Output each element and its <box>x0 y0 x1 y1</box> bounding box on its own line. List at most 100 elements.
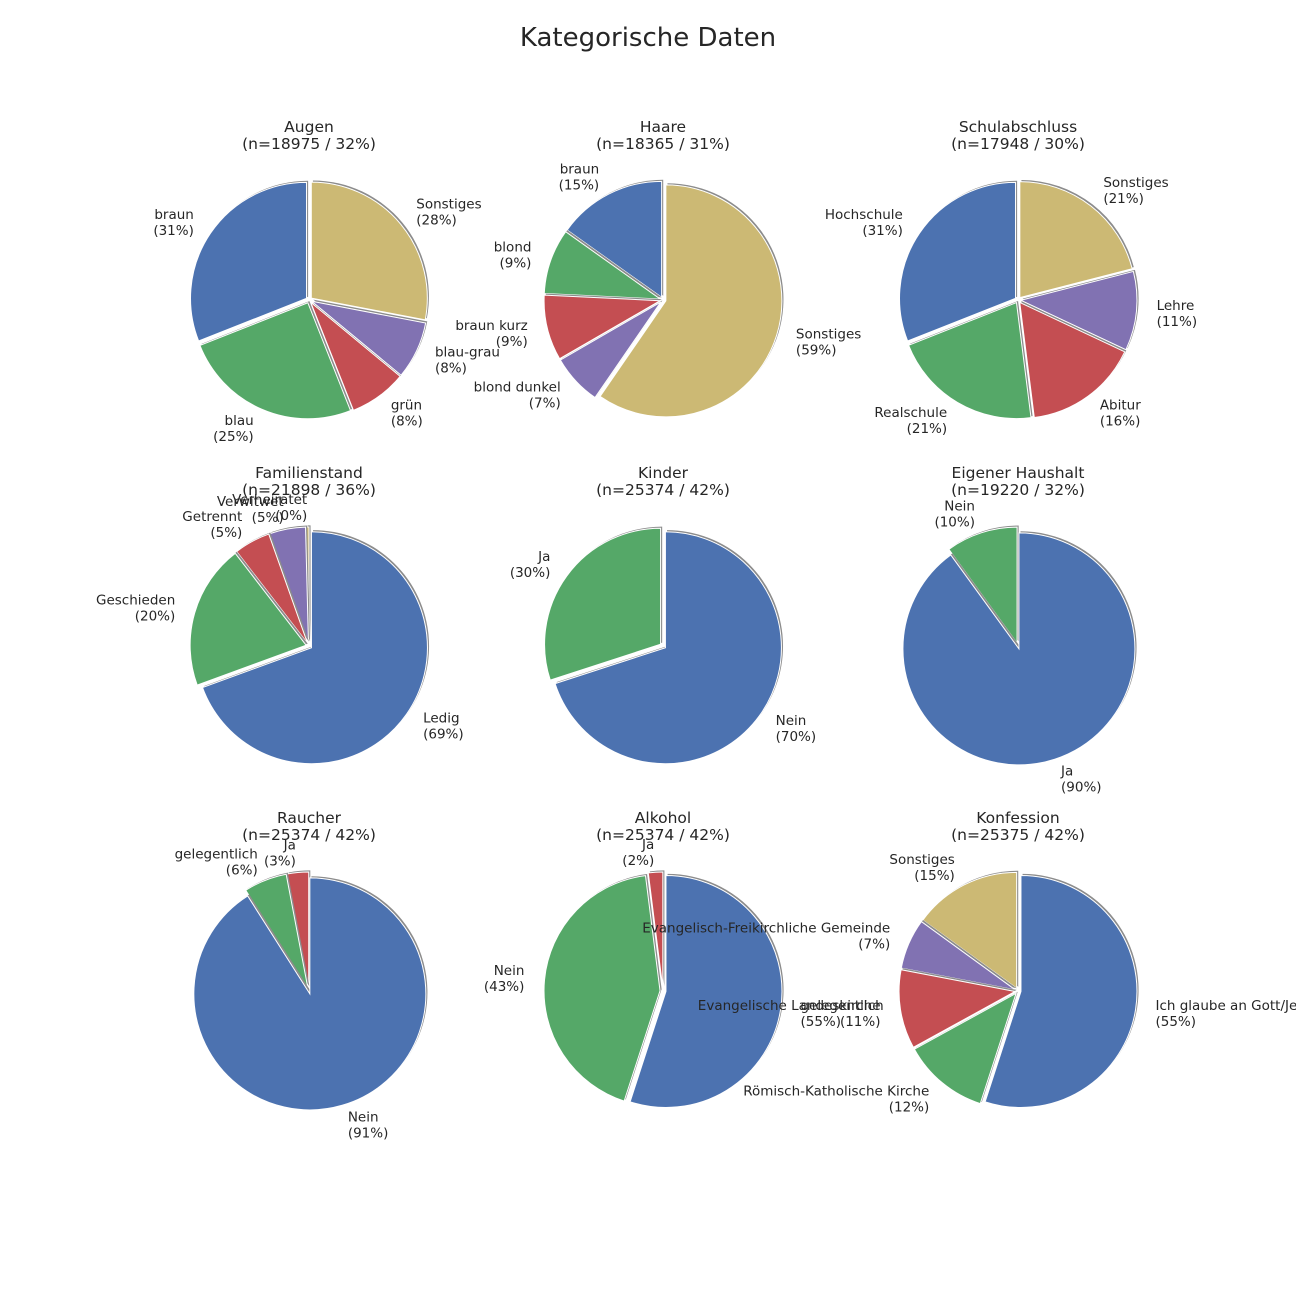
pie-label-hochschule: Hochschule (31%) <box>825 207 903 239</box>
pie-label-name: Sonstiges <box>796 326 861 342</box>
pie-label-percent: (25%) <box>213 429 254 445</box>
pie-slice-gelegentlich <box>245 873 309 989</box>
pie-label-ja: Ja (3%) <box>264 837 296 869</box>
pie-title: Haare <box>640 118 686 136</box>
pie-augen: Augen(n=18975 / 32%) braun (31%) blau (25%) g… <box>153 118 500 445</box>
pie-label-percent: (59%) <box>796 342 837 358</box>
pie-label-blond: blond (9%) <box>494 239 532 271</box>
pie-label-name: Ledig <box>423 711 459 727</box>
pie-slice-evangelische-landeskirche <box>898 969 1017 1049</box>
pie-slice-nein <box>554 531 782 765</box>
pie-slice-ja <box>544 527 662 681</box>
pie-slice-romisch-katholische-kirche <box>913 992 1017 1105</box>
pie-label-name: Sonstiges <box>1103 175 1168 191</box>
pie-label-percent: (11%) <box>1157 314 1198 330</box>
pie-label-blau: blau (25%) <box>213 413 254 445</box>
pie-slice-ledig <box>201 531 428 765</box>
pie-slice-blau <box>199 302 352 420</box>
pie-label-percent: (15%) <box>559 177 600 193</box>
pie-label-percent: (0%) <box>275 508 307 524</box>
pie-title: Kinder <box>638 464 689 482</box>
pie-slice-sonstiges <box>310 181 428 321</box>
pie-slice-evangelisch-freikirchliche-gemeinde <box>900 920 1016 991</box>
pie-label-name: blau-grau <box>435 344 500 360</box>
pie-label-realschule: Realschule (21%) <box>874 405 947 437</box>
pie-label-percent: (55%) <box>1155 1014 1196 1030</box>
pie-slice-geschieden <box>189 552 307 686</box>
pie-label-name: gelegentlich <box>800 998 883 1014</box>
pie-slice-ich-glaube-an-gott-jesus <box>984 874 1138 1108</box>
pie-label-name: Nein <box>494 963 525 979</box>
pie-label-percent: (21%) <box>1103 191 1144 207</box>
pie-label-name: braun <box>560 161 600 177</box>
pie-label-gelegentlich: gelegentlich (6%) <box>175 847 258 879</box>
pie-label-sonstiges: Sonstiges (28%) <box>416 196 481 228</box>
pie-slice-sonstiges <box>599 184 783 418</box>
pie-label-name: braun kurz <box>455 318 527 334</box>
pie-label-percent: (21%) <box>907 421 948 437</box>
pie-haare: Haare(n=18365 / 31%)braun (15%)blond (9%)b… <box>455 118 861 418</box>
charts-layer: Augen(n=18975 / 32%)braun (31%)blau (25%)g… <box>96 118 1296 1142</box>
pie-label-name: Realschule <box>874 405 947 421</box>
pie-label-name: Geschieden <box>96 592 175 608</box>
pie-label-evangelische-landeskirche: Evangelische Landeskirche (11%) <box>698 998 881 1030</box>
pie-label-braun: braun (31%) <box>153 207 194 239</box>
pie-label-name: Evangelisch-Freikirchliche Gemeinde <box>642 921 890 937</box>
pie-label-nein: Nein (43%) <box>484 963 525 995</box>
pie-label-percent: (2%) <box>622 853 654 869</box>
pie-eigener-haushalt: Eigener Haushalt(n=19220 / 32%)Nein (10%)… <box>902 464 1137 795</box>
pie-slice-ja <box>647 871 664 989</box>
pie-label-nein: Nein (10%) <box>934 499 975 531</box>
pie-label-percent: (6%) <box>226 863 258 879</box>
pie-label-name: Getrennt <box>182 509 242 525</box>
pie-slice-realschule <box>907 301 1032 420</box>
pie-label-lehre: Lehre (11%) <box>1157 298 1198 330</box>
pie-label-name: braun <box>154 207 194 223</box>
pie-slice-blond-dunkel <box>559 301 662 399</box>
pie-label-name: Verheiratet <box>232 492 307 508</box>
pie-label-nein: Nein (70%) <box>776 713 817 745</box>
pie-label-verwitwet: Verwitwet (5%) <box>217 494 284 526</box>
pie-label-percent: (30%) <box>510 565 551 581</box>
pie-label-percent: (55%) <box>800 1014 841 1030</box>
pie-subtitle: (n=25375 / 42%) <box>951 826 1085 844</box>
pie-slice-blau-grau <box>311 300 427 376</box>
pie-raucher: Raucher(n=25374 / 42%)Ja (3%)gelegentlich… <box>175 809 428 1142</box>
pie-label-ja: Ja (90%) <box>1060 763 1102 795</box>
pie-label-getrennt: Getrennt (5%) <box>182 509 242 541</box>
pie-slice-sonstiges <box>922 871 1018 990</box>
pie-title: Konfession <box>976 809 1059 827</box>
pie-label-percent: (5%) <box>210 525 242 541</box>
pie-label-name: Nein <box>944 499 975 515</box>
pie-label-name: Sonstiges <box>889 852 954 868</box>
pie-slice-braun-kurz <box>543 294 662 360</box>
pie-label-braun: braun (15%) <box>559 161 600 193</box>
pie-slice-braun <box>190 181 308 342</box>
pie-label-gelegentlich: gelegentlich (55%) <box>800 998 883 1030</box>
pie-label-braun-kurz: braun kurz (9%) <box>455 318 527 350</box>
pie-subtitle: (n=25374 / 42%) <box>596 826 730 844</box>
pie-label-percent: (69%) <box>423 727 464 743</box>
pie-alkohol: Alkohol(n=25374 / 42%)Ja (2%) Nein (43%) gel… <box>484 809 884 1108</box>
pie-label-percent: (28%) <box>416 212 457 228</box>
pie-slice-braun <box>566 180 663 299</box>
pie-label-percent: (9%) <box>500 255 532 271</box>
pie-label-romisch-katholische-kirche: Römisch-Katholische Kirche (12%) <box>743 1083 929 1115</box>
pie-label-name: Hochschule <box>825 207 903 223</box>
pie-label-name: Nein <box>776 713 807 729</box>
pie-slice-abitur <box>1019 301 1126 419</box>
pie-label-name: blau <box>225 413 254 429</box>
pie-slice-grun <box>310 302 401 411</box>
pie-label-name: Verwitwet <box>217 494 284 510</box>
pie-label-percent: (8%) <box>391 414 423 430</box>
pie-label-sonstiges: Sonstiges (15%) <box>889 852 954 884</box>
pie-label-percent: (12%) <box>889 1099 930 1115</box>
pie-label-name: gelegentlich <box>175 847 258 863</box>
pie-label-ich-glaube-an-gott-jesus: Ich glaube an Gott/Jesus(55%) <box>1155 998 1296 1030</box>
pie-kinder: Kinder(n=25374 / 42%) Ja (30%) Nein (70%) <box>510 464 817 765</box>
pie-familienstand: Familienstand(n=21898 / 36%)Verheiratet(… <box>96 464 464 765</box>
pie-title: Alkohol <box>635 809 691 827</box>
pie-label-name: Evangelische Landeskirche <box>698 998 881 1014</box>
pie-label-ja: Ja (30%) <box>510 549 551 581</box>
